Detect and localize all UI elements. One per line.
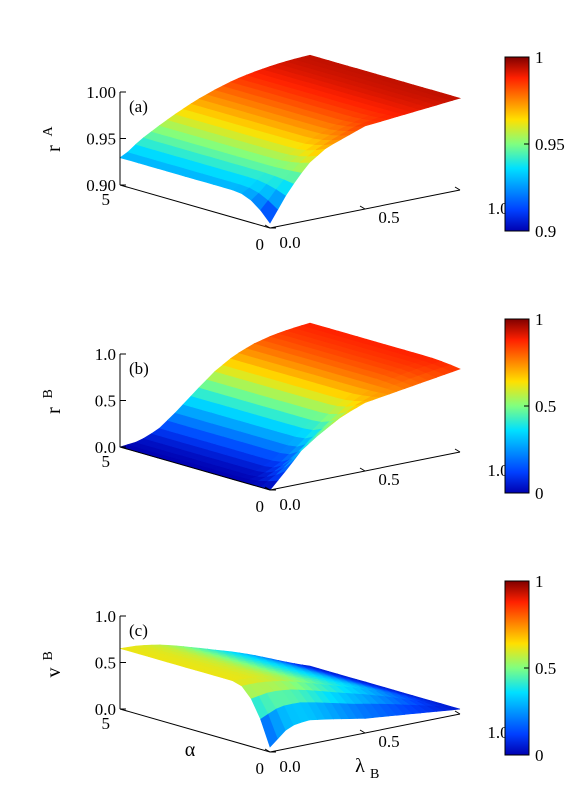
z-tick-label: 0.5 <box>95 392 116 411</box>
z-axis-title-main: v <box>43 668 65 678</box>
z-tick-label: 1.0 <box>95 345 116 364</box>
lambda-tick <box>359 467 366 472</box>
lambda-tick-label: 0.0 <box>279 495 300 514</box>
z-axis-title-main: r <box>43 145 65 152</box>
alpha-tick-label: 5 <box>102 452 111 471</box>
lambda-tick-label: 0.0 <box>279 233 300 252</box>
lambda-tick-label: 0.5 <box>378 732 399 751</box>
alpha-axis-title: α <box>185 739 196 761</box>
lambda-tick <box>359 205 366 210</box>
lambda-tick <box>454 448 461 453</box>
panel-label: (a) <box>129 97 148 116</box>
lambda-tick-label: 1.0 <box>487 723 508 742</box>
z-tick-label: 0.5 <box>95 654 116 673</box>
lambda-tick <box>454 186 461 191</box>
lambda-axis-title: λ <box>355 755 365 777</box>
z-axis-title-sup: B <box>41 651 56 660</box>
lambda-axis-title-sub: B <box>370 767 379 782</box>
panel-label: (c) <box>129 621 148 640</box>
z-tick-label: 0.90 <box>86 176 116 195</box>
colorbar-tick-label: 0.9 <box>535 222 556 241</box>
z-tick-label: 1.0 <box>95 607 116 626</box>
alpha-tick-label: 5 <box>102 190 111 209</box>
colorbar-tick-label: 0.95 <box>535 135 565 154</box>
colorbar-tick-label: 0 <box>535 484 544 503</box>
surface-facet <box>441 364 461 373</box>
surface-panel-3: 0.00.51.00.00.5 1.005(c)vBλ Bα 00.51 <box>41 572 556 782</box>
lambda-tick-label: 1.0 <box>487 199 508 218</box>
lambda-tick-label: 0.5 <box>378 208 399 227</box>
z-axis-title-sup: B <box>41 389 56 398</box>
lambda-tick <box>264 486 271 491</box>
lambda-tick <box>454 710 461 715</box>
z-axis-title: vB <box>41 651 65 677</box>
alpha-tick-label: 0 <box>256 497 265 516</box>
colorbar-tick-label: 1 <box>535 310 544 329</box>
surface-facet <box>442 706 461 711</box>
surface-mesh <box>118 322 461 491</box>
colorbar-tick-label: 1 <box>535 48 544 67</box>
z-axis-title-main: r <box>43 407 65 414</box>
lambda-tick-label: 0.0 <box>279 757 300 776</box>
alpha-tick-label: 0 <box>256 759 265 778</box>
surface-mesh <box>119 644 461 748</box>
surface-facet <box>441 95 462 101</box>
alpha-tick-label: 5 <box>102 714 111 733</box>
alpha-axis-line <box>119 184 271 229</box>
colorbar-tick-label: 0.5 <box>535 659 556 678</box>
alpha-axis-line <box>119 446 271 491</box>
surface-panel-1: 0.900.951.000.00.5 1.005(a)rA0.90.951 <box>41 48 565 254</box>
colorbar-tick-label: 1 <box>535 572 544 591</box>
alpha-axis-line <box>119 708 271 753</box>
z-axis-title-sup: A <box>41 126 56 137</box>
colorbar-tick-label: 0.5 <box>535 397 556 416</box>
alpha-tick-label: 0 <box>256 235 265 254</box>
z-tick-label: 0.0 <box>95 438 116 457</box>
z-tick-label: 0.95 <box>86 130 116 149</box>
z-tick-label: 0.0 <box>95 700 116 719</box>
lambda-tick <box>264 224 271 229</box>
panel-label: (b) <box>129 359 149 378</box>
lambda-tick <box>359 729 366 734</box>
surface-mesh <box>119 54 462 224</box>
lambda-tick-label: 1.0 <box>487 461 508 480</box>
lambda-tick-label: 0.5 <box>378 470 399 489</box>
colorbar-tick-label: 0 <box>535 746 544 765</box>
z-axis-title: rA <box>41 126 65 152</box>
z-axis-title: rB <box>41 389 65 414</box>
lambda-tick <box>264 748 271 753</box>
z-tick-label: 1.00 <box>86 83 116 102</box>
